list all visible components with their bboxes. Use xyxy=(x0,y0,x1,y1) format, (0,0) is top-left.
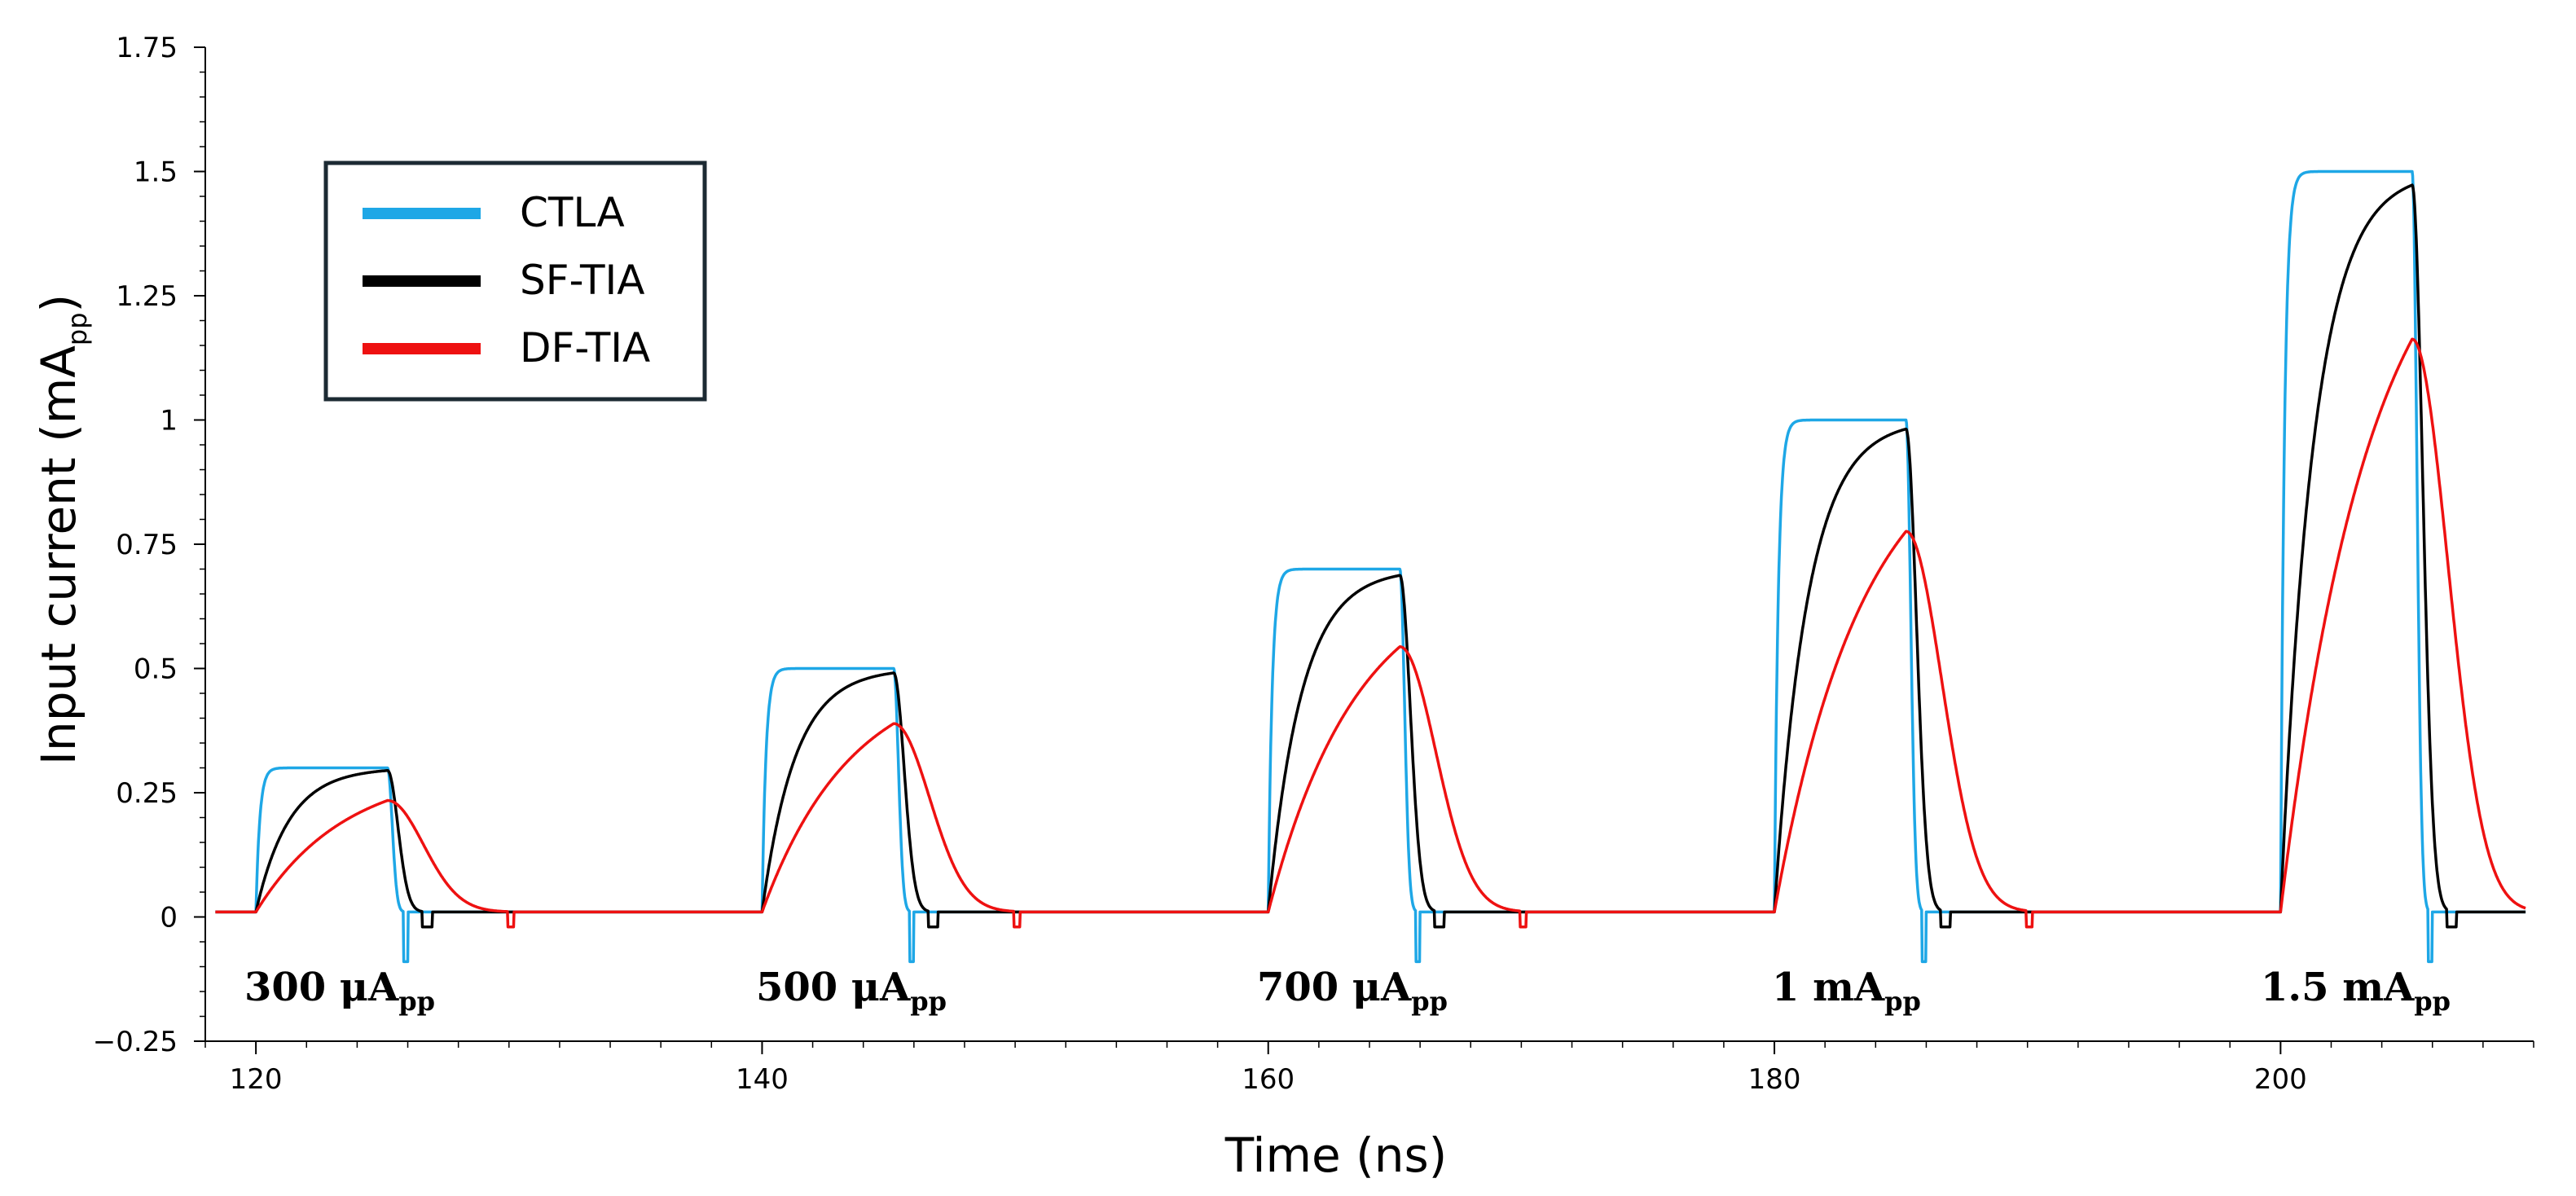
series-line-df-tia xyxy=(214,337,2527,929)
legend-label-ctla: CTLA xyxy=(520,189,625,236)
legend-label-df-tia: DF-TIA xyxy=(520,324,650,372)
pulse-label-300ua: 300 μApp xyxy=(244,965,435,1017)
y-axis-title-text: Input current (mApp) xyxy=(31,294,93,765)
y-tick-label: 0.75 xyxy=(116,529,178,561)
y-tick-label: −0.25 xyxy=(93,1026,178,1058)
legend-label-sf-tia: SF-TIA xyxy=(520,257,644,304)
y-tick-label: 0.5 xyxy=(134,653,178,686)
pulse-label-1ma: 1 mApp xyxy=(1772,965,1921,1017)
pulse-label-500ua: 500 μApp xyxy=(756,965,947,1017)
x-tick-label: 160 xyxy=(1242,1063,1295,1096)
y-tick-label: 0 xyxy=(160,902,178,934)
y-tick-label: 1 xyxy=(160,405,178,438)
y-axis: −0.25 0 0.25 0.5 0.75 1 1.25 1.5 1.75 xyxy=(93,32,206,1058)
y-tick-label: 1.25 xyxy=(116,280,178,313)
x-axis: 120 140 160 180 200 xyxy=(204,1040,2534,1096)
plot-series xyxy=(214,169,2527,964)
x-tick-label: 180 xyxy=(1748,1063,1801,1096)
y-tick-label: 1.75 xyxy=(116,32,178,64)
x-tick-label: 200 xyxy=(2254,1063,2307,1096)
legend: CTLA SF-TIA DF-TIA xyxy=(323,160,707,402)
pulse-label-700ua: 700 μApp xyxy=(1257,965,1448,1017)
y-axis-title: Input current (mApp) xyxy=(31,294,93,765)
x-tick-label: 140 xyxy=(736,1063,789,1096)
x-tick-label: 120 xyxy=(230,1063,283,1096)
x-axis-title: Time (ns) xyxy=(1224,1128,1448,1183)
pulse-labels: 300 μApp 500 μApp 700 μApp 1 mApp 1.5 mA… xyxy=(244,965,2451,1017)
pulse-label-1-5ma: 1.5 mApp xyxy=(2261,965,2451,1017)
y-tick-label: 0.25 xyxy=(116,777,178,810)
y-tick-label: 1.5 xyxy=(134,156,178,189)
